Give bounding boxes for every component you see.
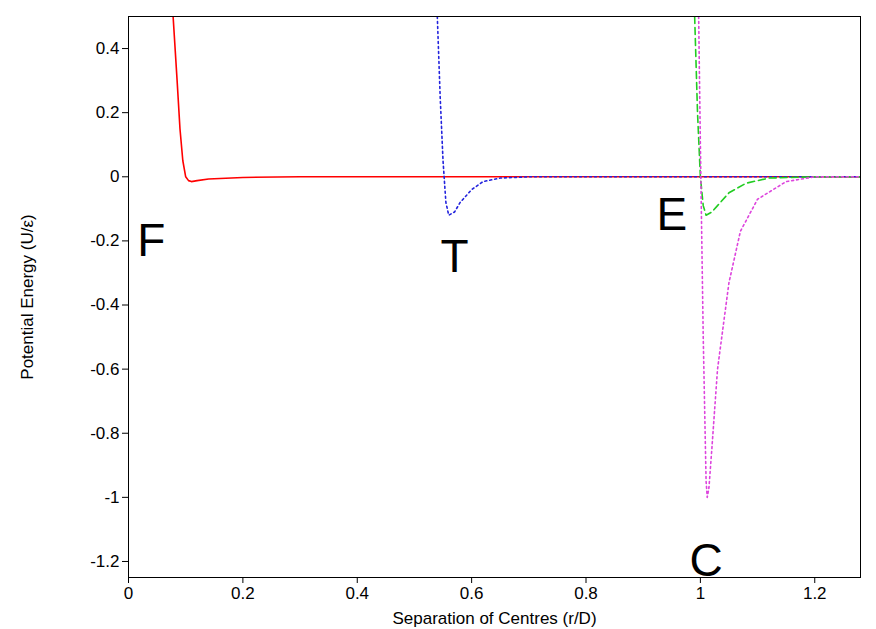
svg-text:Separation of Centres (r/D): Separation of Centres (r/D) <box>392 609 596 628</box>
svg-text:E: E <box>656 188 687 240</box>
svg-text:-0.2: -0.2 <box>90 231 119 250</box>
svg-text:0.6: 0.6 <box>460 584 484 603</box>
svg-text:0.8: 0.8 <box>574 584 598 603</box>
svg-text:-0.4: -0.4 <box>90 295 119 314</box>
svg-text:0.4: 0.4 <box>96 39 120 58</box>
svg-text:0: 0 <box>110 167 119 186</box>
svg-text:T: T <box>440 230 468 282</box>
svg-text:0.2: 0.2 <box>231 584 255 603</box>
svg-text:1.2: 1.2 <box>803 584 827 603</box>
svg-text:0.4: 0.4 <box>345 584 369 603</box>
svg-text:-0.6: -0.6 <box>90 360 119 379</box>
svg-text:F: F <box>137 214 165 266</box>
svg-text:1: 1 <box>696 584 705 603</box>
svg-text:0: 0 <box>124 584 133 603</box>
svg-text:C: C <box>689 534 722 586</box>
svg-text:-1: -1 <box>104 488 119 507</box>
svg-text:Potential Energy (U/ε): Potential Energy (U/ε) <box>18 214 37 379</box>
svg-text:-1.2: -1.2 <box>90 552 119 571</box>
svg-text:0.2: 0.2 <box>96 103 120 122</box>
svg-text:-0.8: -0.8 <box>90 424 119 443</box>
